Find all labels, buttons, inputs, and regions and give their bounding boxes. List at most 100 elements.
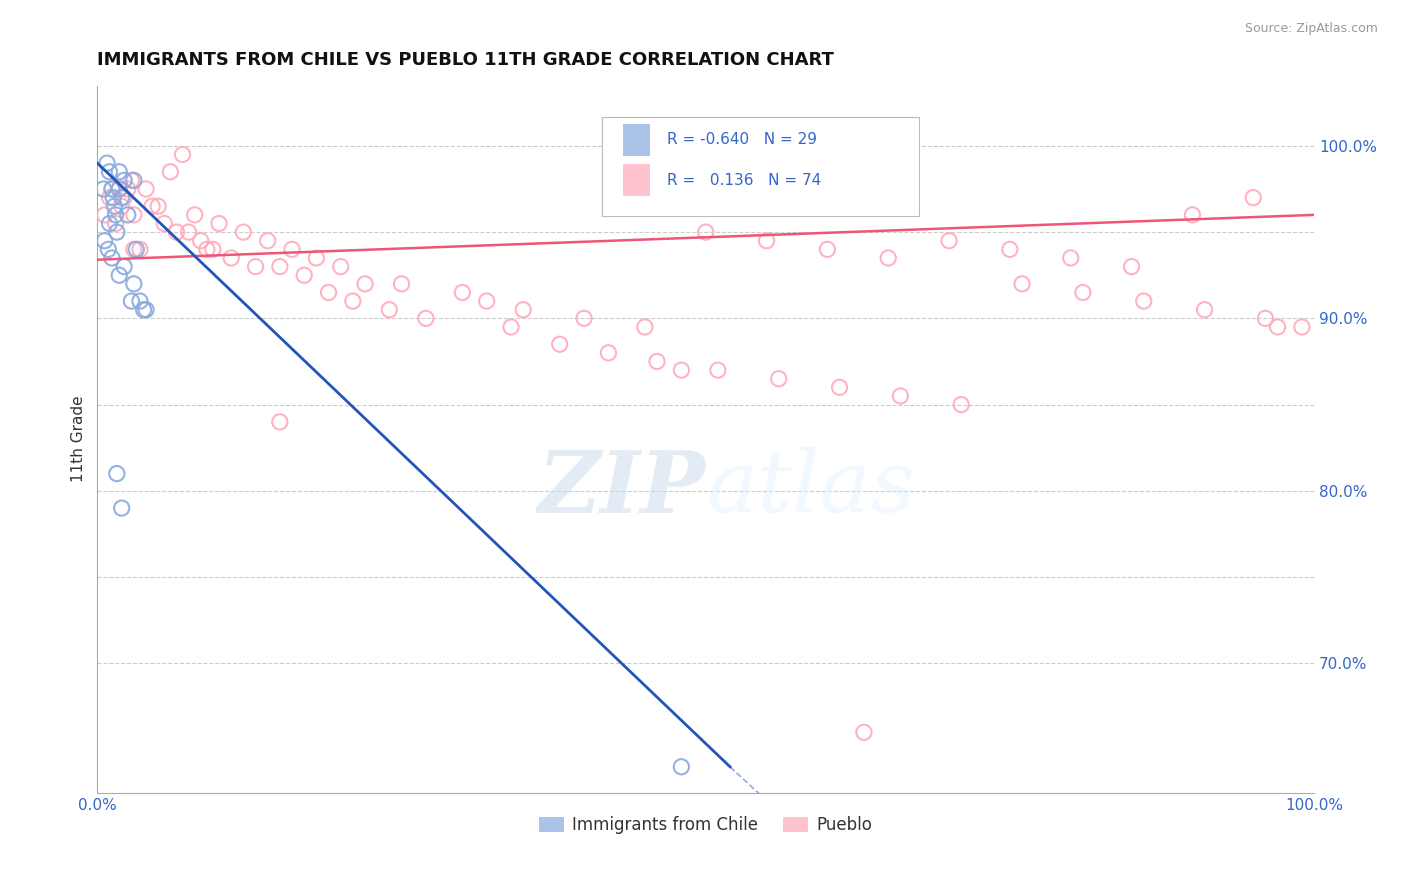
Point	[219, 251, 242, 265]
Point	[105, 225, 128, 239]
Point	[998, 243, 1021, 257]
Point	[117, 208, 139, 222]
Point	[1241, 191, 1264, 205]
Point	[101, 251, 124, 265]
Point	[815, 243, 838, 257]
Point	[256, 234, 278, 248]
Point	[108, 268, 131, 283]
FancyBboxPatch shape	[623, 164, 650, 196]
Point	[112, 173, 135, 187]
Legend: Immigrants from Chile, Pueblo: Immigrants from Chile, Pueblo	[538, 816, 873, 834]
Point	[112, 191, 135, 205]
FancyBboxPatch shape	[623, 124, 650, 156]
Point	[548, 337, 571, 351]
Point	[104, 208, 127, 222]
Point	[572, 311, 595, 326]
Point	[111, 199, 134, 213]
Point	[135, 302, 157, 317]
Point	[108, 182, 131, 196]
Text: R =   0.136   N = 74: R = 0.136 N = 74	[666, 173, 821, 188]
Point	[950, 398, 973, 412]
Point	[354, 277, 377, 291]
Point	[172, 147, 194, 161]
Point	[195, 243, 218, 257]
Point	[245, 260, 267, 274]
Point	[108, 165, 131, 179]
Point	[852, 725, 875, 739]
Point	[305, 251, 328, 265]
Point	[122, 243, 145, 257]
Point	[111, 191, 134, 205]
Point	[98, 217, 121, 231]
Point	[889, 389, 911, 403]
Point	[755, 234, 778, 248]
Point	[129, 243, 152, 257]
Point	[512, 302, 534, 317]
Point	[1194, 302, 1216, 317]
Point	[391, 277, 413, 291]
Point	[634, 320, 657, 334]
Point	[1254, 311, 1277, 326]
Point	[108, 182, 131, 196]
Point	[695, 225, 717, 239]
Point	[93, 234, 115, 248]
Point	[105, 467, 128, 481]
FancyBboxPatch shape	[602, 118, 918, 217]
Point	[112, 260, 135, 274]
Point	[645, 354, 668, 368]
Text: ZIP: ZIP	[538, 447, 706, 531]
Point	[499, 320, 522, 334]
Point	[671, 760, 693, 774]
Point	[104, 217, 127, 231]
Point	[877, 251, 900, 265]
Point	[1071, 285, 1094, 300]
Point	[103, 199, 125, 213]
Point	[148, 199, 170, 213]
Point	[1132, 294, 1154, 309]
Point	[378, 302, 401, 317]
Point	[177, 225, 200, 239]
Point	[269, 415, 291, 429]
Point	[97, 243, 120, 257]
Point	[165, 225, 187, 239]
Point	[1267, 320, 1289, 334]
Point	[828, 380, 851, 394]
Point	[1291, 320, 1313, 334]
Point	[101, 191, 124, 205]
Point	[232, 225, 254, 239]
Point	[342, 294, 364, 309]
Point	[129, 294, 152, 309]
Point	[475, 294, 498, 309]
Point	[122, 277, 145, 291]
Point	[117, 182, 139, 196]
Point	[329, 260, 352, 274]
Point	[125, 243, 148, 257]
Point	[1121, 260, 1143, 274]
Point	[183, 208, 205, 222]
Point	[938, 234, 960, 248]
Point	[153, 217, 176, 231]
Point	[292, 268, 315, 283]
Point	[1181, 208, 1204, 222]
Point	[1060, 251, 1083, 265]
Point	[98, 191, 121, 205]
Point	[120, 294, 142, 309]
Point	[201, 243, 224, 257]
Point	[135, 182, 157, 196]
Point	[132, 302, 155, 317]
Point	[768, 372, 790, 386]
Point	[190, 234, 212, 248]
Point	[415, 311, 437, 326]
Y-axis label: 11th Grade: 11th Grade	[72, 396, 86, 483]
Point	[281, 243, 304, 257]
Point	[96, 156, 118, 170]
Point	[101, 182, 124, 196]
Point	[122, 208, 145, 222]
Text: R = -0.640   N = 29: R = -0.640 N = 29	[666, 132, 817, 147]
Point	[111, 501, 134, 516]
Text: Source: ZipAtlas.com: Source: ZipAtlas.com	[1244, 22, 1378, 36]
Point	[93, 182, 115, 196]
Point	[318, 285, 340, 300]
Point	[671, 363, 693, 377]
Point	[208, 217, 231, 231]
